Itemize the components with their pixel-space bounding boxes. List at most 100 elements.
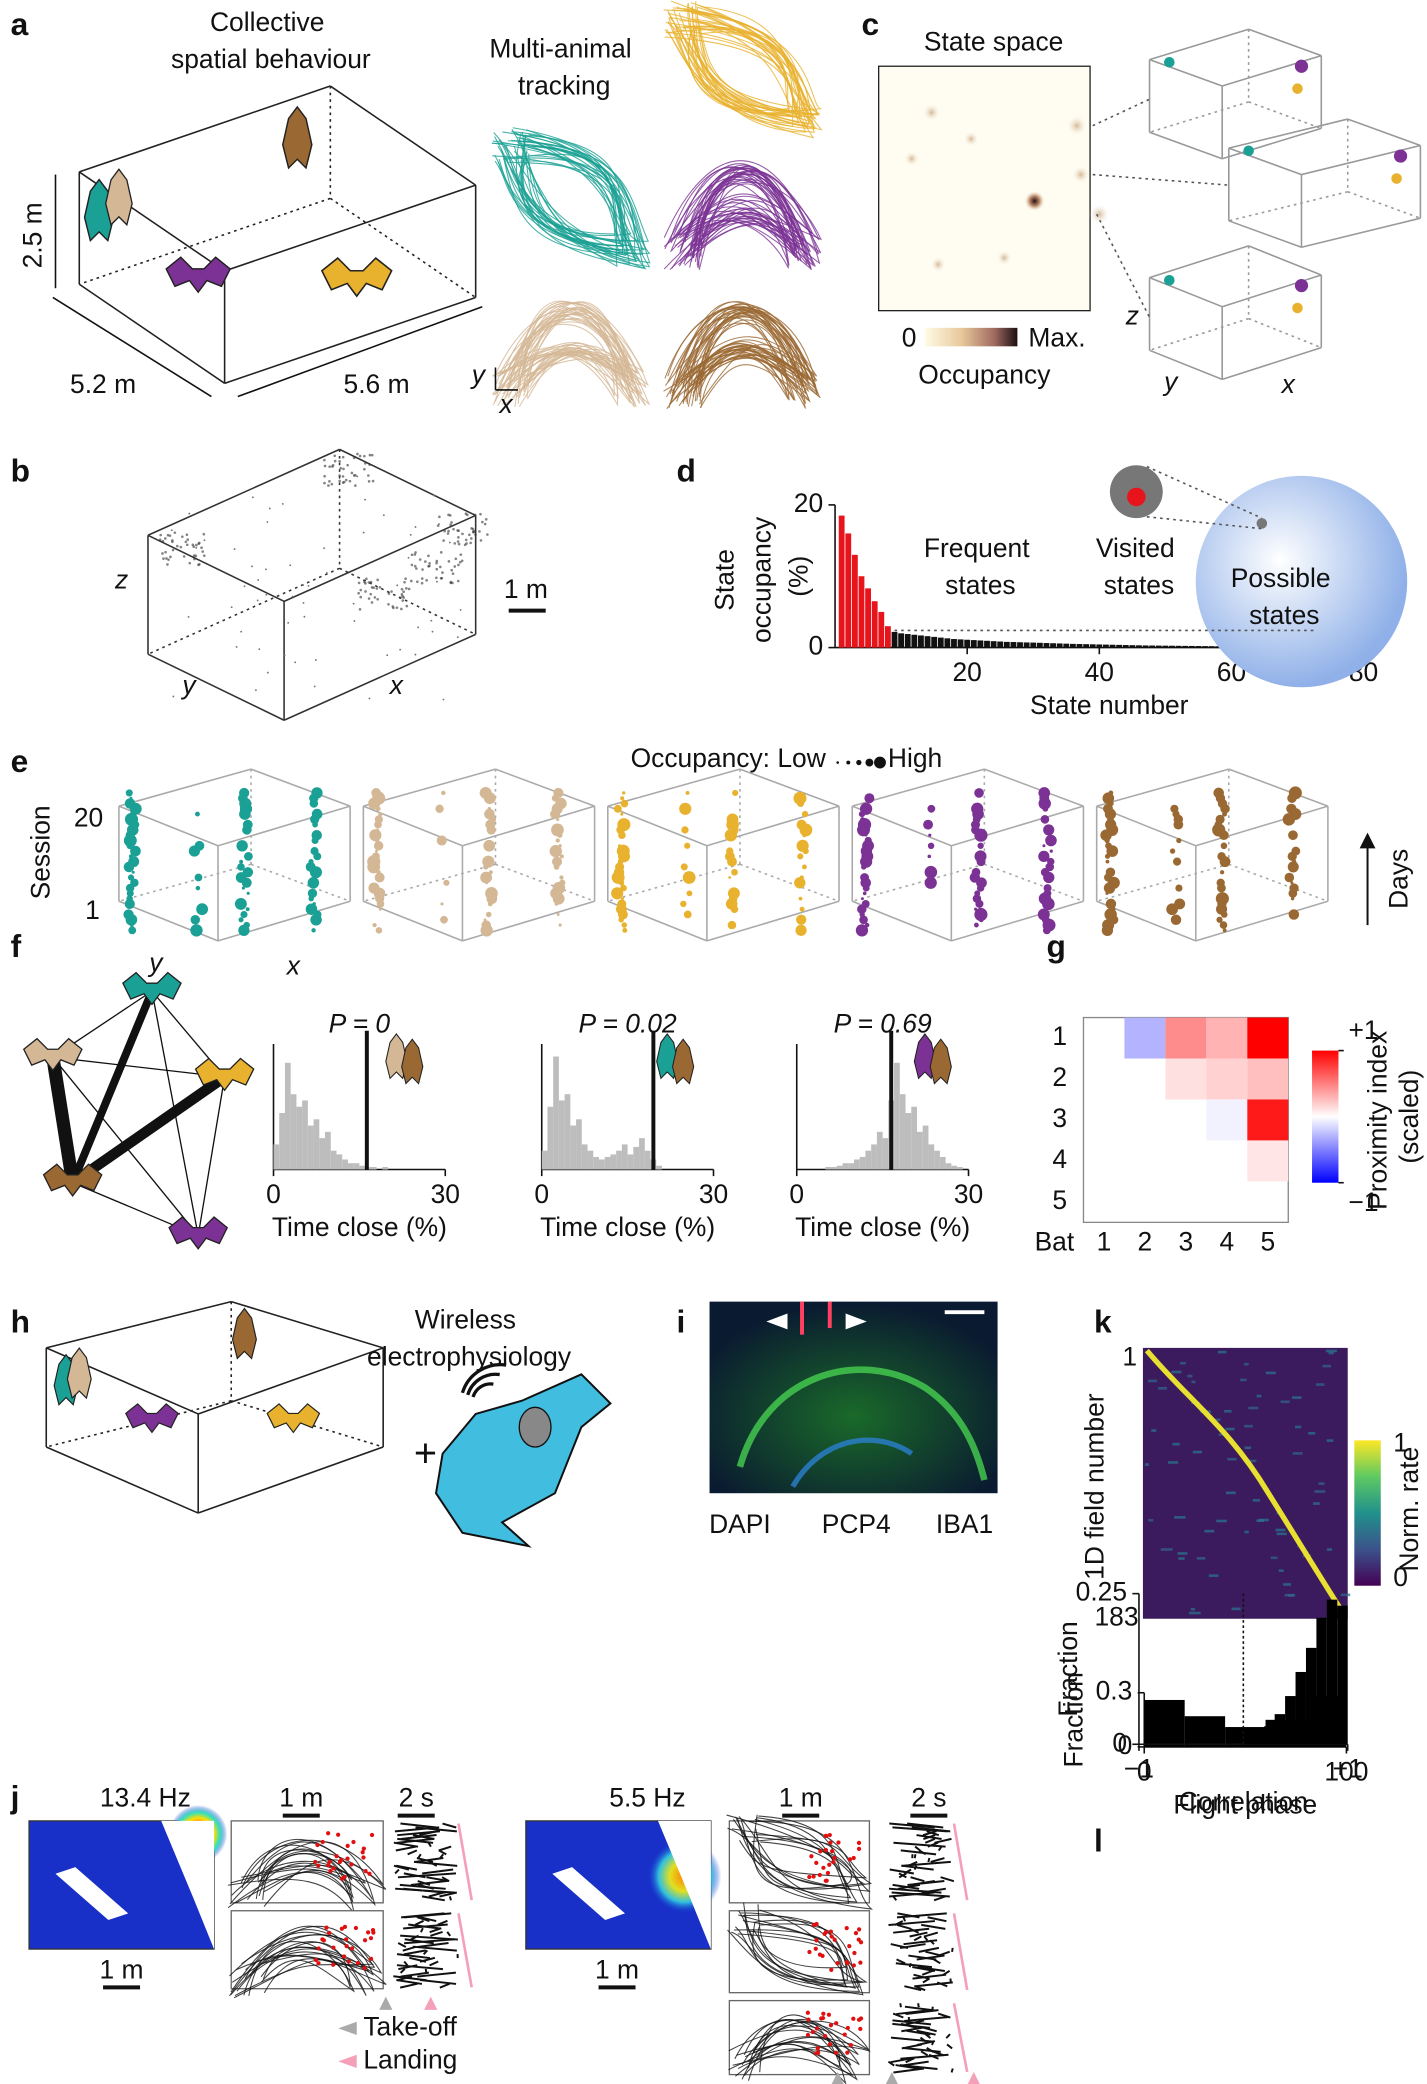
spike-tick: [419, 1927, 424, 1933]
occupancy-dot: [1288, 909, 1300, 920]
occupancy-dot: [188, 845, 200, 857]
position-dot: [486, 533, 489, 536]
histogram-bar: [593, 1156, 599, 1170]
rate-noise: [1225, 1427, 1235, 1431]
legend-dot: [865, 758, 874, 767]
box-edge: [607, 768, 741, 807]
position-dot: [169, 555, 172, 559]
position-dot: [254, 689, 257, 692]
dimension-arrow: [52, 296, 212, 398]
spike: [856, 1846, 862, 1852]
bar: [924, 636, 931, 648]
box-edge: [1221, 127, 1322, 160]
y-tick-label: 0: [808, 631, 823, 661]
position-dot: [339, 466, 343, 470]
spike-tick: [926, 2047, 934, 2053]
text-line: states: [945, 570, 1015, 600]
spike-tick: [945, 2033, 951, 2039]
trajectory: [682, 166, 798, 251]
box-edge: [1228, 220, 1302, 248]
spike: [355, 1960, 361, 1966]
row-label: 3: [1052, 1103, 1067, 1133]
spike: [814, 2026, 820, 2031]
bar: [1136, 645, 1142, 648]
trajectory: [741, 2018, 860, 2080]
trajectory-box: [728, 1820, 871, 1904]
bar: [957, 639, 964, 648]
spike-tick: [397, 1830, 441, 1837]
histogram-bar: [1316, 1617, 1327, 1745]
occupancy-dot: [1287, 861, 1299, 873]
position-dot: [449, 580, 453, 584]
position-dot: [243, 585, 246, 588]
x-tick-label: 30: [431, 1179, 460, 1209]
occupancy-dot: [1172, 857, 1182, 866]
spike-tick: [916, 2029, 936, 2036]
bar: [1030, 642, 1037, 648]
position-dot: [167, 558, 170, 561]
occupancy-dot: [240, 910, 248, 919]
bar: [1208, 646, 1215, 648]
position-dot: [323, 547, 326, 550]
position-dot: [283, 654, 286, 657]
occupancy-dot: [480, 871, 493, 884]
spike-tick: [901, 2026, 926, 2033]
state-dot: [1243, 145, 1254, 157]
occupancy-dot: [241, 886, 245, 890]
trajectory: [517, 134, 631, 265]
field-diagonal: [1144, 1348, 1348, 1618]
position-dot: [400, 607, 403, 611]
arrowhead: [766, 1313, 788, 1330]
label: 1 m: [504, 574, 548, 604]
position-dot: [423, 560, 427, 563]
x-axis-label: Bat: [1035, 1226, 1075, 1256]
position-dot: [414, 526, 417, 528]
occupancy-dot: [309, 866, 322, 879]
occupancy-dot: [618, 831, 626, 840]
position-dot: [435, 561, 438, 565]
landing-curve: [457, 1913, 474, 1988]
position-dot: [457, 536, 460, 539]
position-dot: [173, 531, 177, 534]
position-dot: [459, 608, 462, 611]
spike: [856, 1927, 862, 1932]
occupancy-dot: [797, 800, 805, 807]
row-label: 2: [1052, 1062, 1067, 1092]
occupancy-dot: [802, 833, 807, 838]
histogram-bar: [1337, 1605, 1348, 1745]
box-edge: [1228, 147, 1302, 176]
bat-icon: [929, 1038, 952, 1085]
histogram-bar: [547, 1106, 554, 1170]
spike-tick: [397, 1872, 457, 1879]
box-edge: [984, 863, 1084, 903]
rate-noise: [1187, 1374, 1193, 1378]
spike-tick: [426, 1876, 449, 1883]
box-edge: [1228, 863, 1329, 903]
spike-tick: [442, 1822, 457, 1829]
spike-tick: [439, 1891, 458, 1898]
rate-noise: [1224, 1409, 1232, 1413]
spike: [847, 1944, 852, 1949]
bar: [1195, 646, 1202, 648]
column-label: 1: [1097, 1226, 1112, 1256]
spike: [815, 2046, 820, 2051]
occupancy-dot: [620, 812, 624, 816]
histogram-bar: [587, 1150, 594, 1170]
box-edge: [224, 184, 476, 272]
position-dot: [352, 474, 356, 477]
occupancy-dot: [126, 889, 134, 897]
position-dot: [357, 581, 361, 585]
position-dot: [414, 653, 417, 656]
state-dot: [1294, 59, 1309, 73]
rate-noise: [1325, 1349, 1337, 1353]
spike: [346, 1959, 351, 1964]
spike-tick: [400, 1822, 437, 1829]
box-edge: [339, 567, 477, 636]
position-dot: [302, 602, 305, 604]
heatmap-cell: [1165, 1017, 1207, 1059]
y-tick-label: 0.3: [1096, 1676, 1133, 1706]
position-dot: [323, 474, 326, 478]
position-dot: [363, 467, 366, 471]
histogram-bar: [945, 1163, 952, 1170]
bar: [1129, 645, 1136, 648]
